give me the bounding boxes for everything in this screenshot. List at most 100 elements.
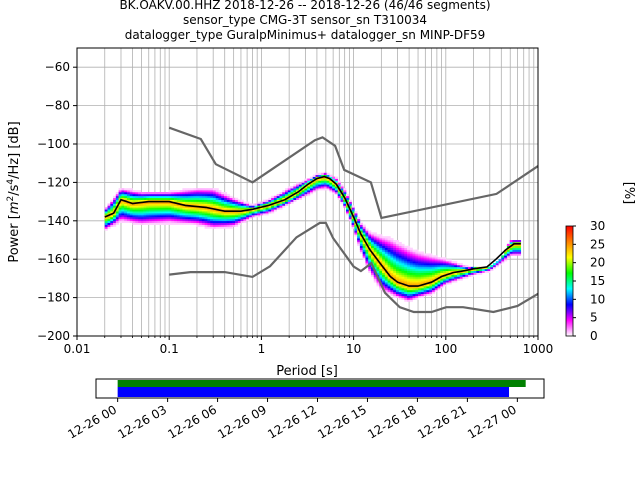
heatmap-cell bbox=[210, 195, 214, 199]
heatmap-cell bbox=[484, 268, 488, 272]
heatmap-cell bbox=[459, 266, 463, 270]
heatmap-cell bbox=[129, 207, 133, 210]
heatmap-cell bbox=[162, 193, 167, 197]
heatmap-cell bbox=[226, 199, 230, 202]
heatmap-cell bbox=[199, 188, 203, 191]
heatmap-cell bbox=[517, 240, 522, 243]
heatmap-cell bbox=[190, 215, 194, 218]
heatmap-cell bbox=[426, 274, 430, 277]
heatmap-cell bbox=[384, 263, 388, 266]
heatmap-cell bbox=[168, 209, 172, 212]
heatmap-cell bbox=[273, 209, 277, 212]
heatmap-cell bbox=[212, 195, 216, 199]
heatmap-cell bbox=[418, 291, 422, 295]
heatmap-cell bbox=[318, 174, 322, 177]
heatmap-cell bbox=[423, 291, 427, 295]
heatmap-cell bbox=[215, 213, 219, 216]
heatmap-cell bbox=[404, 251, 408, 254]
heatmap-cell bbox=[165, 192, 169, 195]
heatmap-cell bbox=[160, 222, 164, 225]
heatmap-cell bbox=[199, 218, 203, 222]
heatmap-cell bbox=[415, 289, 419, 293]
heatmap-cell bbox=[293, 197, 297, 200]
heatmap-cell bbox=[265, 201, 269, 204]
heatmap-cell bbox=[196, 192, 200, 195]
heatmap-cell bbox=[199, 190, 203, 193]
heatmap-cell bbox=[204, 211, 208, 214]
heatmap-cell bbox=[254, 215, 258, 218]
heatmap-cell bbox=[121, 192, 125, 195]
heatmap-cell bbox=[393, 274, 397, 277]
heatmap-cell bbox=[393, 276, 397, 279]
heatmap-cell bbox=[207, 222, 211, 225]
heatmap-cell bbox=[437, 272, 441, 275]
heatmap-cell bbox=[418, 255, 422, 258]
heatmap-cell bbox=[373, 264, 377, 268]
heatmap-cell bbox=[135, 220, 139, 224]
heatmap-cell bbox=[113, 199, 117, 202]
heatmap-cell bbox=[437, 278, 441, 281]
heatmap-cell bbox=[387, 251, 391, 254]
heatmap-cell bbox=[218, 195, 222, 199]
heatmap-cell bbox=[387, 291, 391, 295]
heatmap-cell bbox=[395, 282, 400, 285]
heatmap-cell bbox=[420, 289, 424, 293]
heatmap-cell bbox=[132, 207, 136, 210]
heatmap-cell bbox=[193, 201, 197, 204]
heatmap-cell bbox=[407, 276, 411, 279]
heatmap-cell bbox=[262, 203, 266, 206]
heatmap-cell bbox=[387, 280, 391, 283]
heatmap-cell bbox=[423, 266, 427, 270]
heatmap-cell bbox=[512, 240, 516, 243]
heatmap-cell bbox=[415, 280, 419, 283]
heatmap-cell bbox=[393, 261, 397, 264]
heatmap-cell bbox=[193, 209, 197, 212]
heatmap-cell bbox=[257, 213, 261, 216]
heatmap-cell bbox=[459, 268, 463, 272]
heatmap-cell bbox=[104, 211, 108, 214]
heatmap-cell bbox=[107, 203, 111, 206]
heatmap-cell bbox=[443, 272, 447, 275]
heatmap-cell bbox=[229, 203, 233, 206]
heatmap-cell bbox=[218, 220, 222, 224]
heatmap-cell bbox=[143, 211, 147, 214]
heatmap-cell bbox=[376, 266, 380, 270]
heatmap-cell bbox=[157, 218, 161, 222]
heatmap-cell bbox=[287, 197, 291, 200]
heatmap-cell bbox=[237, 222, 241, 225]
heatmap-cell bbox=[445, 263, 449, 266]
heatmap-cell bbox=[395, 243, 400, 247]
heatmap-cell bbox=[309, 190, 314, 193]
heatmap-cell bbox=[346, 209, 350, 212]
heatmap-cell bbox=[437, 284, 441, 287]
heatmap-cell bbox=[115, 218, 119, 222]
heatmap-cell bbox=[390, 253, 394, 256]
heatmap-cell bbox=[199, 199, 203, 202]
heatmap-cell bbox=[465, 264, 469, 268]
heatmap-cell bbox=[395, 291, 400, 295]
heatmap-cell bbox=[390, 255, 394, 258]
heatmap-cell bbox=[113, 222, 117, 225]
heatmap-cell bbox=[348, 205, 352, 208]
heatmap-cell bbox=[226, 193, 230, 197]
heatmap-cell bbox=[512, 251, 516, 254]
heatmap-cell bbox=[160, 195, 164, 199]
heatmap-cell bbox=[415, 295, 419, 298]
heatmap-cell bbox=[370, 270, 375, 273]
heatmap-cell bbox=[179, 199, 183, 202]
heatmap-cell bbox=[448, 259, 452, 262]
heatmap-cell bbox=[309, 176, 314, 179]
heatmap-cell bbox=[370, 247, 375, 250]
heatmap-cell bbox=[190, 211, 194, 214]
heatmap-cell bbox=[407, 270, 411, 273]
heatmap-cell bbox=[437, 268, 441, 272]
heatmap-cell bbox=[323, 186, 327, 189]
heatmap-cell bbox=[456, 272, 461, 275]
heatmap-cell bbox=[296, 184, 300, 187]
heatmap-cell bbox=[273, 195, 277, 199]
heatmap-cell bbox=[365, 238, 369, 241]
heatmap-cell bbox=[387, 266, 391, 270]
heatmap-cell bbox=[126, 192, 131, 195]
heatmap-cell bbox=[138, 211, 142, 214]
heatmap-cell bbox=[118, 197, 122, 200]
